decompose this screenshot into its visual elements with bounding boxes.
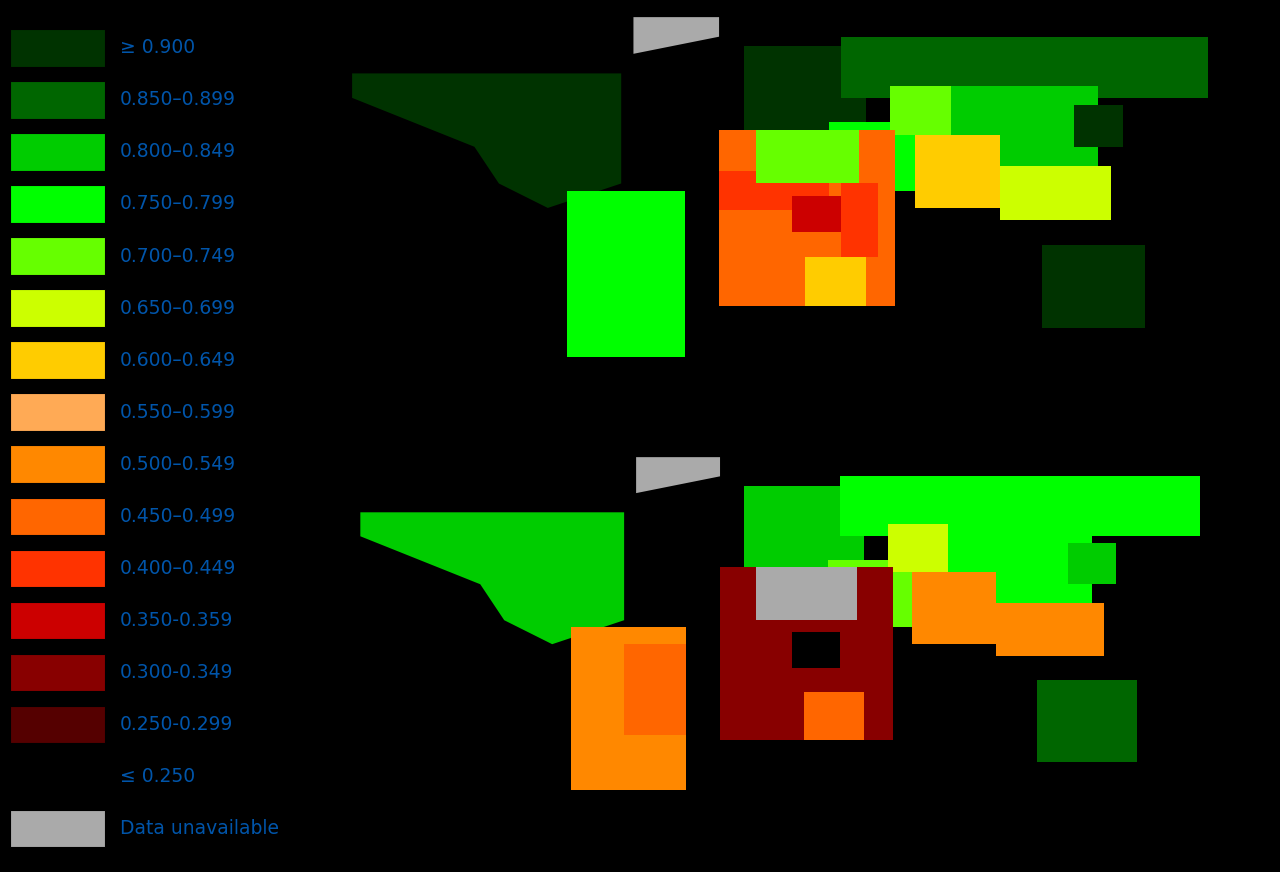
- FancyBboxPatch shape: [10, 810, 105, 848]
- Text: 0.500–0.549: 0.500–0.549: [120, 454, 236, 473]
- FancyBboxPatch shape: [10, 185, 105, 222]
- Text: 0.750–0.799: 0.750–0.799: [120, 194, 236, 214]
- FancyBboxPatch shape: [10, 446, 105, 483]
- Text: 0.850–0.899: 0.850–0.899: [120, 91, 236, 109]
- Text: 0.300-0.349: 0.300-0.349: [120, 663, 233, 682]
- Text: 0.400–0.449: 0.400–0.449: [120, 559, 237, 578]
- Text: 0.600–0.649: 0.600–0.649: [120, 351, 236, 370]
- FancyBboxPatch shape: [10, 705, 105, 743]
- Text: 0.800–0.849: 0.800–0.849: [120, 142, 236, 161]
- FancyBboxPatch shape: [10, 758, 105, 795]
- Text: 0.700–0.749: 0.700–0.749: [120, 247, 236, 265]
- Text: ≤ 0.250: ≤ 0.250: [120, 767, 195, 786]
- Text: 0.450–0.499: 0.450–0.499: [120, 507, 236, 526]
- FancyBboxPatch shape: [10, 133, 105, 171]
- Text: 0.350-0.359: 0.350-0.359: [120, 611, 233, 630]
- FancyBboxPatch shape: [10, 29, 105, 66]
- FancyBboxPatch shape: [10, 81, 105, 119]
- FancyBboxPatch shape: [10, 290, 105, 327]
- Text: 0.650–0.699: 0.650–0.699: [120, 298, 236, 317]
- Text: ≥ 0.900: ≥ 0.900: [120, 38, 195, 58]
- FancyBboxPatch shape: [10, 549, 105, 587]
- FancyBboxPatch shape: [10, 602, 105, 639]
- Text: Data unavailable: Data unavailable: [120, 819, 279, 838]
- FancyBboxPatch shape: [10, 654, 105, 691]
- Text: 0.250-0.299: 0.250-0.299: [120, 715, 233, 734]
- Text: 0.550–0.599: 0.550–0.599: [120, 403, 236, 422]
- FancyBboxPatch shape: [10, 498, 105, 535]
- FancyBboxPatch shape: [10, 237, 105, 275]
- FancyBboxPatch shape: [10, 393, 105, 431]
- FancyBboxPatch shape: [10, 341, 105, 378]
